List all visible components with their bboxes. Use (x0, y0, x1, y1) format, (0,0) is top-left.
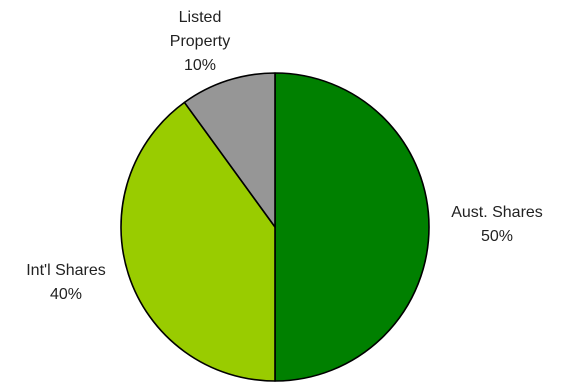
pie-slice-listed-property (183, 72, 276, 228)
pie-label-name: Property (170, 33, 230, 50)
pie-label-name: Listed (179, 9, 222, 26)
pie-slice-int-l-shares (120, 101, 276, 382)
pie-label-name: Aust. Shares (451, 204, 543, 221)
pie-labels: Aust. Shares 50% Int'l Shares 40% Listed Prop… (26, 9, 543, 303)
pie-label-value: 10% (184, 57, 216, 74)
pie-slices (120, 72, 430, 382)
pie-label-name: Int'l Shares (26, 262, 106, 279)
pie-label-listed-property: Listed Property 10% (170, 9, 230, 74)
pie-label-value: 50% (481, 228, 513, 245)
pie-label-aust-shares: Aust. Shares 50% (451, 204, 543, 245)
pie-label-value: 40% (50, 286, 82, 303)
pie-slice-aust-shares (274, 72, 430, 382)
pie-label-int-l-shares: Int'l Shares 40% (26, 262, 106, 303)
